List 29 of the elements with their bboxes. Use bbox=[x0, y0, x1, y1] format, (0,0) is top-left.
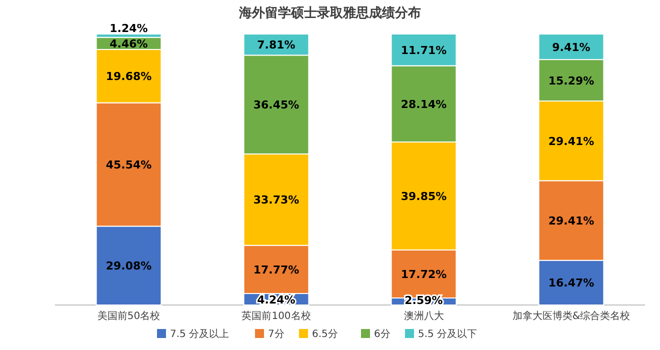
data-label: 17.72% bbox=[400, 268, 447, 281]
data-label: 33.73% bbox=[253, 194, 300, 207]
data-label: 17.77% bbox=[253, 263, 300, 276]
legend-label: 7.5 分及以上 bbox=[170, 328, 230, 340]
x-tick-label: 英国前100名校 bbox=[242, 310, 311, 322]
data-label: 7.81% bbox=[257, 38, 296, 52]
data-label: 29.41% bbox=[548, 214, 594, 228]
data-label: 1.24% bbox=[110, 22, 148, 36]
data-label: 28.14% bbox=[400, 98, 447, 111]
legend-label: 6.5分 bbox=[312, 328, 338, 340]
chart-title: 海外留学硕士录取雅思成绩分布 bbox=[238, 6, 421, 21]
data-label: 4.46% bbox=[110, 37, 148, 50]
data-label: 29.08% bbox=[106, 260, 152, 273]
data-label: 11.71% bbox=[400, 44, 447, 57]
data-label: 19.68% bbox=[106, 70, 152, 84]
data-label: 29.41% bbox=[548, 134, 594, 148]
x-tick-label: 澳洲八大 bbox=[404, 310, 444, 322]
data-label: 36.45% bbox=[253, 98, 300, 112]
legend-label: 6分 bbox=[374, 328, 390, 340]
data-label: 9.41% bbox=[552, 40, 590, 54]
x-tick-label: 加拿大医博类&综合类名校 bbox=[512, 310, 630, 322]
data-label: 45.54% bbox=[106, 158, 152, 172]
data-label: 4.24% bbox=[257, 293, 296, 306]
x-tick-label: 美国前50名校 bbox=[97, 310, 160, 322]
data-label: 16.47% bbox=[548, 276, 594, 290]
legend-label: 5.5 分及以下 bbox=[418, 328, 478, 340]
data-label: 15.29% bbox=[548, 74, 594, 88]
data-label: 39.85% bbox=[400, 190, 447, 203]
legend-label: 7分 bbox=[268, 328, 284, 340]
